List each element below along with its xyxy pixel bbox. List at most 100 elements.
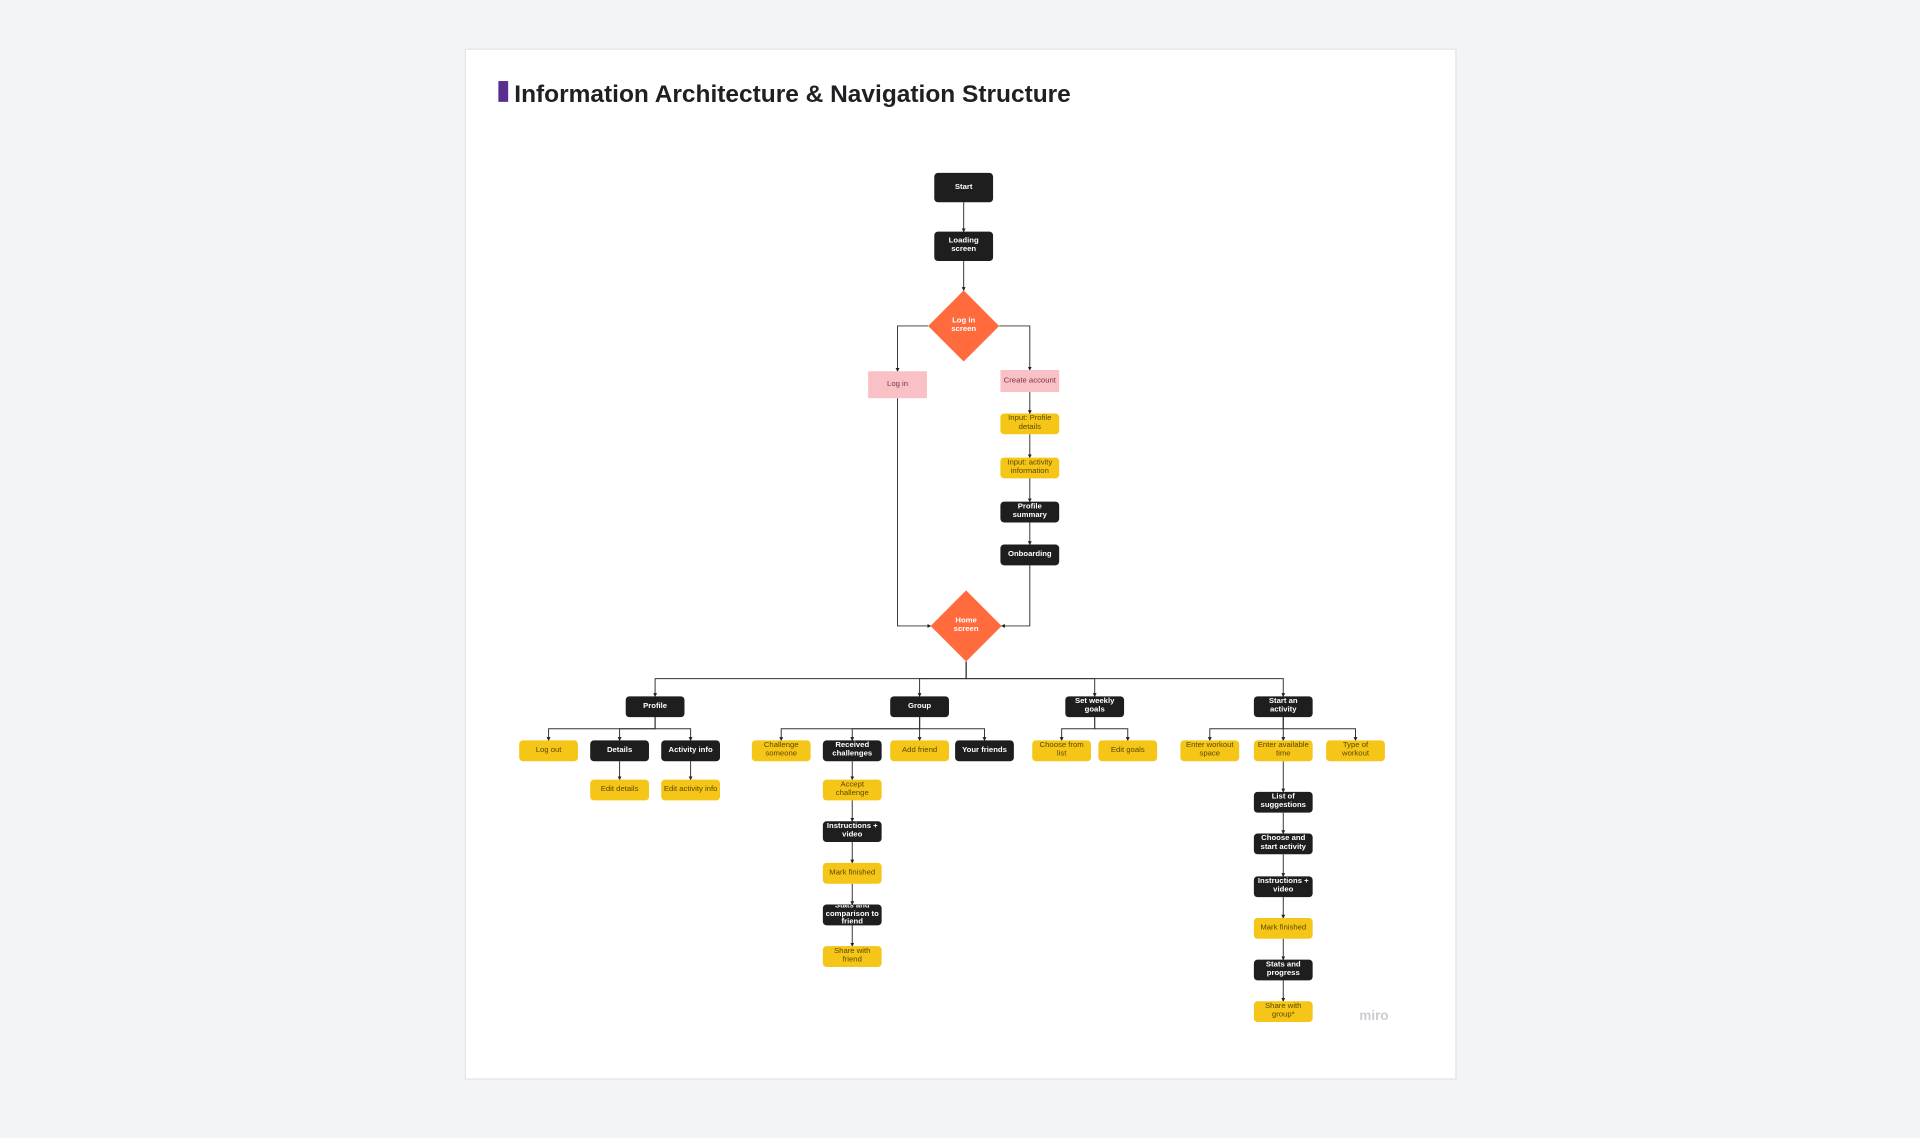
node	[661, 779, 720, 801]
node	[625, 696, 685, 718]
title: Information Architecture & Navigation St…	[514, 81, 1071, 108]
connector	[1282, 717, 1358, 742]
node	[1180, 740, 1240, 762]
node	[751, 740, 811, 762]
node	[1000, 413, 1060, 435]
node-label-box: List of suggestions	[1261, 793, 1306, 809]
node-label: Input: Profile details	[1008, 414, 1052, 432]
node-label: Edit activity info	[663, 784, 718, 794]
node-label-box: Accept challenge	[835, 780, 869, 798]
node-label-box: Loading screen	[948, 237, 979, 254]
connector	[965, 661, 1286, 697]
node	[1000, 370, 1060, 393]
node	[890, 740, 949, 762]
node-label-box: Challenge someone	[763, 741, 799, 759]
node-label: Loading screen	[948, 237, 979, 254]
node-label-box: Details	[606, 745, 633, 755]
node-label: Mark finished	[1260, 923, 1307, 932]
node-label: Share with friend	[834, 947, 871, 964]
node-label: Choose and start activity	[1260, 834, 1306, 852]
node	[822, 904, 882, 926]
node-label-box: Type of workout	[1342, 741, 1370, 759]
node-label-box: Profile summary	[1012, 502, 1047, 520]
node	[822, 821, 882, 843]
node-label: Start	[954, 182, 973, 191]
connector	[999, 325, 1032, 371]
node-label-box: Choose and start activity	[1260, 834, 1306, 852]
node-label-box: Log in	[887, 379, 909, 389]
node-label: Edit goals	[1110, 745, 1145, 755]
node-label: Details	[606, 745, 633, 755]
node-label: Enter available time	[1257, 741, 1309, 759]
connector	[654, 717, 693, 742]
node	[1065, 696, 1125, 718]
node-label: Add friend	[902, 745, 938, 755]
node-label-box: Home screen	[953, 616, 979, 634]
node	[1098, 740, 1158, 762]
connector	[897, 398, 932, 628]
node	[1253, 696, 1313, 718]
node	[868, 371, 927, 399]
connector	[895, 325, 929, 372]
connector	[919, 717, 987, 742]
node-label: Start an activity	[1268, 697, 1298, 715]
node-label-box: Edit activity info	[663, 784, 718, 794]
node-label-box: Onboarding	[1007, 549, 1052, 559]
node-label-box: Log in screen	[951, 317, 976, 333]
node-label-box: Input: activity information	[1007, 458, 1053, 476]
node-label: Profile	[643, 701, 668, 711]
node	[1000, 501, 1060, 523]
node	[1253, 833, 1313, 855]
node-label: Log out	[535, 745, 562, 755]
diamond-node	[930, 590, 1002, 662]
node-label-box: Group	[908, 701, 932, 711]
node	[890, 696, 949, 718]
node-label-box: Start	[954, 182, 973, 191]
node-label-box: Set weekly goals	[1074, 697, 1115, 715]
node-label: Group	[908, 701, 932, 711]
node-label: Set weekly goals	[1074, 697, 1115, 715]
node-label: Onboarding	[1007, 549, 1052, 559]
node	[1253, 1001, 1313, 1023]
node	[661, 740, 720, 762]
node	[1326, 740, 1385, 762]
node	[1032, 740, 1092, 762]
node-label: Edit details	[600, 784, 639, 794]
node-label: Challenge someone	[763, 741, 799, 759]
node-label: Your friends	[962, 745, 1007, 755]
node	[519, 740, 578, 762]
node-label-box: Log out	[535, 745, 562, 755]
node-label: Accept challenge	[835, 780, 869, 798]
node-label: Log in	[887, 379, 909, 389]
node-label: Profile summary	[1012, 502, 1047, 520]
node-label-box: Instructions + video	[1257, 877, 1309, 895]
watermark: miro	[1359, 1008, 1388, 1023]
node-label: Share with group*	[1265, 1002, 1302, 1019]
node-label-box: Create account	[1004, 376, 1056, 384]
node	[822, 862, 882, 884]
node	[1000, 544, 1060, 566]
node-label: Home screen	[953, 616, 979, 634]
node-label-box: Enter available time	[1257, 741, 1309, 759]
node-label: Mark finished	[829, 868, 876, 877]
node-label: Stats and progress	[1265, 960, 1301, 978]
node-label: Instructions + video	[1257, 877, 1309, 895]
node-label-box: Mark finished	[1260, 923, 1307, 932]
node-label-box: Input: Profile details	[1008, 414, 1052, 432]
node-label-box: Share with group*	[1265, 1002, 1302, 1019]
connector	[1000, 565, 1031, 628]
node-label: Enter workout space	[1185, 741, 1234, 759]
node-label: Activity info	[668, 745, 713, 755]
node	[955, 740, 1014, 762]
node-label-box: Stats and comparison to friend	[826, 905, 879, 926]
node-label-box: Mark finished	[829, 868, 876, 877]
node-label-box: Edit goals	[1110, 745, 1145, 755]
node	[1253, 740, 1313, 762]
node	[822, 779, 882, 801]
node-label: Type of workout	[1342, 741, 1370, 759]
node-label-box: Start an activity	[1268, 697, 1298, 715]
title-accent	[498, 81, 509, 102]
node-label-box: Enter workout space	[1185, 741, 1234, 759]
node-label: Input: activity information	[1007, 458, 1053, 476]
node	[590, 779, 649, 801]
